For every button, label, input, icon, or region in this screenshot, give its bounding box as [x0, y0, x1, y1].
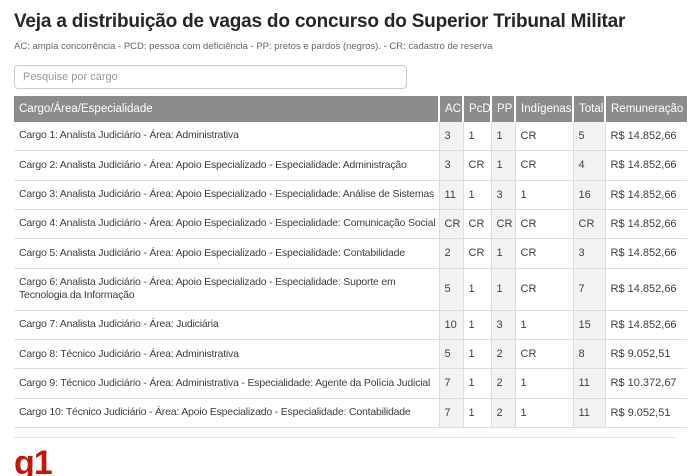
- vagas-table: Cargo/Área/Especialidade AC PcD PP Indígenas…: [14, 96, 687, 429]
- table-header-row: Cargo/Área/Especialidade AC PcD PP Indígenas…: [14, 96, 687, 123]
- table-row: Cargo 3: Analista Judiciário - Área: Apo…: [14, 180, 687, 211]
- table-body: Cargo 1: Analista Judiciário - Área: Adm…: [14, 122, 687, 429]
- value-cell: R$ 14.852,66: [604, 122, 687, 152]
- value-cell: 15: [572, 310, 605, 341]
- value-cell: 1: [490, 268, 515, 311]
- value-cell: CR: [462, 238, 491, 269]
- value-cell: R$ 14.852,66: [604, 180, 687, 211]
- value-cell: 3: [572, 238, 605, 269]
- value-cell: 11: [572, 398, 605, 429]
- value-cell: 5: [438, 339, 463, 370]
- value-cell: 5: [438, 268, 463, 311]
- bottom-divider: [14, 437, 675, 439]
- value-cell: CR: [514, 209, 573, 240]
- value-cell: R$ 10.372,67: [604, 368, 687, 399]
- cargo-cell: Cargo 1: Analista Judiciário - Área: Adm…: [14, 122, 439, 152]
- table-row: Cargo 6: Analista Judiciário - Área: Apo…: [14, 268, 687, 311]
- value-cell: 16: [572, 180, 605, 211]
- table-row: Cargo 7: Analista Judiciário - Área: Jud…: [14, 310, 687, 341]
- cargo-cell: Cargo 2: Analista Judiciário - Área: Apo…: [14, 150, 439, 181]
- column-header: AC: [438, 96, 463, 123]
- value-cell: 5: [572, 122, 605, 152]
- value-cell: 3: [438, 122, 463, 152]
- value-cell: R$ 9.052,51: [604, 339, 687, 370]
- value-cell: CR: [514, 268, 573, 311]
- value-cell: CR: [462, 209, 491, 240]
- cargo-cell: Cargo 9: Técnico Judiciário - Área: Admi…: [14, 368, 439, 399]
- page-title: Veja a distribuição de vagas do concurso…: [14, 11, 626, 32]
- value-cell: 1: [514, 368, 573, 399]
- search-input[interactable]: [14, 65, 407, 90]
- value-cell: R$ 14.852,66: [604, 238, 687, 269]
- value-cell: 1: [462, 180, 491, 211]
- value-cell: 7: [438, 398, 463, 429]
- table-row: Cargo 1: Analista Judiciário - Área: Adm…: [14, 122, 687, 152]
- value-cell: CR: [514, 150, 573, 181]
- value-cell: 2: [490, 339, 515, 370]
- value-cell: 1: [514, 180, 573, 211]
- cargo-cell: Cargo 3: Analista Judiciário - Área: Apo…: [14, 180, 439, 211]
- value-cell: 4: [572, 150, 605, 181]
- value-cell: 1: [514, 398, 573, 429]
- value-cell: 1: [462, 310, 491, 341]
- value-cell: 1: [462, 398, 491, 429]
- value-cell: 1: [490, 238, 515, 269]
- value-cell: CR: [572, 209, 605, 240]
- value-cell: R$ 14.852,66: [604, 209, 687, 240]
- cargo-cell: Cargo 10: Técnico Judiciário - Área: Apo…: [14, 398, 439, 429]
- table-row: Cargo 5: Analista Judiciário - Área: Apo…: [14, 238, 687, 269]
- value-cell: R$ 14.852,66: [604, 310, 687, 341]
- value-cell: 3: [490, 180, 515, 211]
- column-header: Total: [572, 96, 605, 123]
- cargo-cell: Cargo 6: Analista Judiciário - Área: Apo…: [14, 268, 439, 311]
- column-header: PP: [490, 96, 515, 123]
- value-cell: 10: [438, 310, 463, 341]
- value-cell: R$ 14.852,66: [604, 150, 687, 181]
- column-header: Cargo/Área/Especialidade: [14, 96, 439, 123]
- value-cell: 2: [490, 398, 515, 429]
- search-wrap: [14, 65, 675, 90]
- value-cell: 3: [438, 150, 463, 181]
- value-cell: 11: [572, 368, 605, 399]
- cargo-cell: Cargo 4: Analista Judiciário - Área: Apo…: [14, 209, 439, 240]
- value-cell: 2: [490, 368, 515, 399]
- value-cell: CR: [490, 209, 515, 240]
- value-cell: 1: [462, 368, 491, 399]
- value-cell: 11: [438, 180, 463, 211]
- table-row: Cargo 9: Técnico Judiciário - Área: Admi…: [14, 368, 687, 399]
- value-cell: 2: [438, 238, 463, 269]
- abbreviation-legend: AC: ampla concorrência - PCD: pessoa com…: [14, 41, 493, 53]
- g1-logo[interactable]: g1: [14, 444, 53, 476]
- value-cell: 1: [490, 122, 515, 152]
- value-cell: CR: [438, 209, 463, 240]
- value-cell: 3: [490, 310, 515, 341]
- value-cell: 1: [462, 268, 491, 311]
- column-header: Remuneração: [604, 96, 687, 123]
- cargo-cell: Cargo 5: Analista Judiciário - Área: Apo…: [14, 238, 439, 269]
- cargo-cell: Cargo 7: Analista Judiciário - Área: Jud…: [14, 310, 439, 341]
- value-cell: CR: [514, 122, 573, 152]
- value-cell: 7: [438, 368, 463, 399]
- table-row: Cargo 10: Técnico Judiciário - Área: Apo…: [14, 398, 687, 429]
- cargo-cell: Cargo 8: Técnico Judiciário - Área: Admi…: [14, 339, 439, 370]
- value-cell: 1: [462, 122, 491, 152]
- column-header: Indígenas: [514, 96, 573, 123]
- value-cell: 1: [514, 310, 573, 341]
- table-row: Cargo 2: Analista Judiciário - Área: Apo…: [14, 150, 687, 181]
- value-cell: R$ 14.852,66: [604, 268, 687, 311]
- value-cell: 8: [572, 339, 605, 370]
- value-cell: 1: [490, 150, 515, 181]
- value-cell: R$ 9.052,51: [604, 398, 687, 429]
- table-head: Cargo/Área/Especialidade AC PcD PP Indígenas…: [14, 96, 687, 123]
- page-container: Veja a distribuição de vagas do concurso…: [0, 10, 689, 476]
- value-cell: CR: [462, 150, 491, 181]
- value-cell: CR: [514, 238, 573, 269]
- column-header: PcD: [462, 96, 491, 123]
- value-cell: 7: [572, 268, 605, 311]
- value-cell: 1: [462, 339, 491, 370]
- value-cell: CR: [514, 339, 573, 370]
- table-row: Cargo 4: Analista Judiciário - Área: Apo…: [14, 209, 687, 240]
- table-row: Cargo 8: Técnico Judiciário - Área: Admi…: [14, 339, 687, 370]
